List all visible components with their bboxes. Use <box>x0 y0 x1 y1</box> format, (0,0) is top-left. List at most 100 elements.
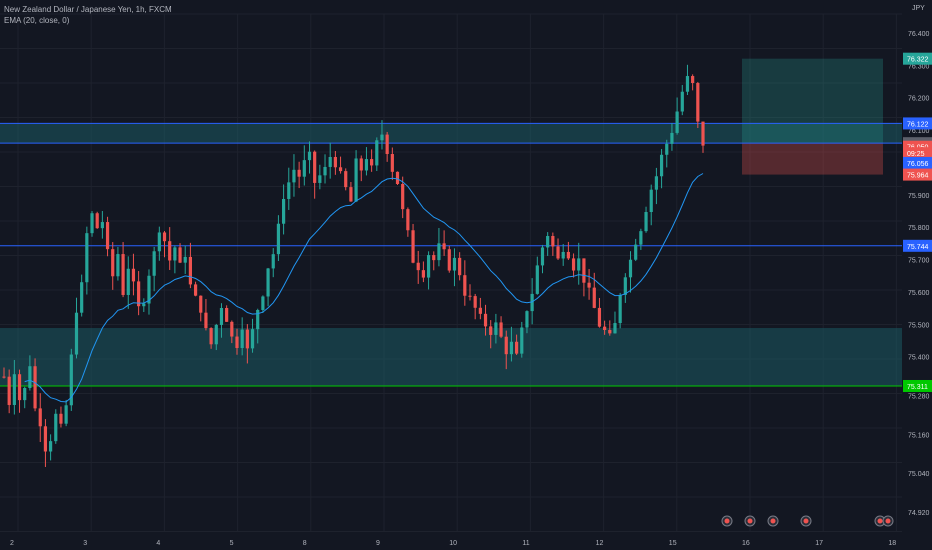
candle-body <box>685 76 690 92</box>
candle <box>333 151 337 175</box>
candle <box>375 137 379 172</box>
candle-body <box>618 294 622 324</box>
candle-body <box>17 374 22 401</box>
candle <box>74 297 79 359</box>
candle <box>623 273 627 303</box>
candle <box>385 131 389 162</box>
candle <box>256 308 260 344</box>
candle <box>137 271 141 316</box>
candle <box>323 154 327 184</box>
candle-body <box>126 268 130 295</box>
candle-body <box>199 295 203 313</box>
candle-body <box>566 251 570 259</box>
candle-body <box>131 268 136 282</box>
price-tick-label: 75.040 <box>908 471 930 478</box>
candle <box>157 226 161 261</box>
candle <box>592 272 596 309</box>
candle <box>566 241 570 261</box>
time-tick-label: 15 <box>669 540 677 547</box>
candle-body <box>639 231 643 245</box>
candle-body <box>59 413 63 424</box>
candle-body <box>375 140 379 166</box>
candle-body <box>204 312 208 329</box>
candle-body <box>535 265 539 294</box>
time-tick-label: 16 <box>742 540 750 547</box>
candle <box>354 150 358 203</box>
candle-body <box>546 236 550 248</box>
candle <box>525 310 529 334</box>
candle-body <box>168 241 172 261</box>
candle <box>69 348 73 411</box>
candle-body <box>675 111 679 133</box>
candle-body <box>359 158 363 171</box>
candle <box>261 295 265 313</box>
candle-body <box>571 258 576 271</box>
candle <box>95 211 99 229</box>
price-badge: 75.744 <box>903 239 932 252</box>
candle <box>426 251 431 290</box>
candle <box>12 359 16 415</box>
candle <box>338 156 343 174</box>
candle <box>577 242 581 285</box>
candle <box>411 223 415 264</box>
candle-body <box>219 307 224 325</box>
candle <box>2 367 6 379</box>
candle-body <box>561 251 565 259</box>
candle-body <box>385 134 389 155</box>
candle <box>344 168 348 191</box>
candle-body <box>116 254 120 277</box>
candle-body <box>157 232 161 252</box>
time-tick-label: 18 <box>888 540 896 547</box>
supply-demand-zone <box>0 328 902 386</box>
event-dot <box>885 518 891 524</box>
candle <box>121 242 125 298</box>
candle <box>219 303 224 338</box>
candle <box>188 242 192 289</box>
grid-lines <box>0 13 902 532</box>
candle-body <box>245 329 249 349</box>
candle <box>546 232 550 256</box>
candle-body <box>442 243 446 250</box>
candle-body <box>634 244 638 260</box>
candle-body <box>2 376 6 378</box>
candle <box>250 318 255 353</box>
candle <box>116 246 120 281</box>
position-target-zone <box>742 58 883 144</box>
candle <box>649 184 653 226</box>
candle <box>551 232 555 256</box>
candle <box>406 207 410 237</box>
price-badge-bg <box>903 379 932 392</box>
candle-body <box>349 187 353 202</box>
candle-body <box>307 151 312 161</box>
time-axis: 2 3 4 5 8 9 10 11 12 15 16 17 18 <box>10 515 896 547</box>
candle-body <box>468 295 472 297</box>
candle-body <box>323 166 327 176</box>
candle <box>670 122 674 151</box>
candle <box>473 293 477 320</box>
candle <box>494 313 498 344</box>
price-badge-label: 75.311 <box>907 384 928 391</box>
candle <box>173 245 177 274</box>
price-badge: 09:25 <box>903 147 932 160</box>
candle <box>432 251 436 271</box>
candle <box>282 184 286 235</box>
candle-body <box>183 256 187 263</box>
candle <box>390 147 394 181</box>
candle-body <box>691 76 695 84</box>
price-tick-label: 76.300 <box>908 63 930 70</box>
candle <box>561 244 565 266</box>
candle <box>582 258 586 297</box>
candle <box>318 164 322 190</box>
candle-body <box>297 169 301 177</box>
candle <box>499 316 503 339</box>
time-tick-label: 5 <box>230 540 234 547</box>
price-tick-label: 75.700 <box>908 258 930 265</box>
candle-body <box>525 311 529 328</box>
candle <box>421 261 425 283</box>
candle <box>168 227 172 270</box>
candle <box>437 227 441 267</box>
candle <box>162 231 167 258</box>
candle-body <box>597 307 602 327</box>
